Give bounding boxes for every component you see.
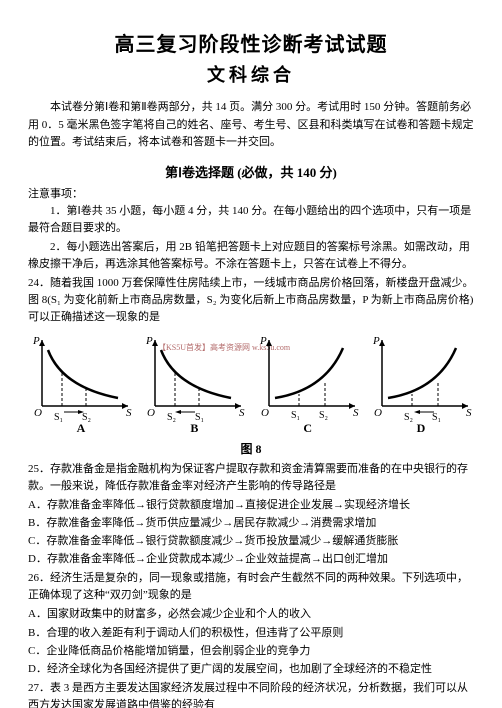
q25-option-d: D．存款准备金率降低→企业贷款成本减少→企业效益提高→出口创汇增加 [28, 551, 474, 568]
q25-option-c: C．存款准备金率降低→银行贷款额度减少→货币投放量减少→缓解通货膨胀 [28, 533, 474, 550]
q26-stem: 26．经济生活是复杂的，同一现象或措施，有时会产生截然不同的两种效果。下列选项中… [28, 570, 474, 604]
notice-label: 注意事项： [28, 185, 474, 201]
notice-item-2: 2．每小题选出答案后，用 2B 铅笔把答题卡上对应题目的答案标号涂黑。如需改动，… [28, 239, 474, 273]
chart-c-label: C [255, 421, 361, 436]
q25-stem: 25．存款准备金是指金融机构为保证客户提取存款和资金清算需要而准备的在中央银行的… [28, 461, 474, 495]
exam-page: 高三复习阶段性诊断考试试题 文科综合 本试卷分第Ⅰ卷和第Ⅱ卷两部分，共 14 页… [0, 0, 502, 708]
svg-text:S: S [353, 407, 359, 419]
chart-d: P S O S₂ S₁ D [368, 332, 474, 422]
chart-a-xlabel: S [126, 407, 132, 419]
page-title-line2: 文科综合 [28, 61, 474, 87]
svg-text:O: O [374, 407, 382, 419]
svg-text:P: P [145, 335, 153, 347]
svg-text:O: O [147, 407, 155, 419]
q25-option-a: A．存款准备金率降低→银行贷款额度增加→直接促进企业发展→实现经济增长 [28, 497, 474, 514]
chart-c-tick-right: S₂ [319, 410, 328, 421]
section1-title: 第Ⅰ卷选择题 (必做，共 140 分) [28, 162, 474, 181]
q24-stem: 24．随着我国 1000 万套保障性住房陆续上市，一线城市商品房价格回落，新楼盘… [28, 275, 474, 326]
chart-a-origin: O [34, 407, 42, 419]
svg-text:S: S [466, 407, 472, 419]
figure-caption: 图 8 [28, 440, 474, 457]
q26-option-b: B．合理的收入差距有利于调动人们的积极性，但违背了公平原则 [28, 625, 474, 642]
q26-option-a: A．国家财政集中的财富多，必然会减少企业和个人的收入 [28, 606, 474, 623]
intro-paragraph: 本试卷分第Ⅰ卷和第Ⅱ卷两部分，共 14 页。满分 300 分。考试用时 150 … [28, 99, 474, 152]
charts-row: 【KS5U首发】高考资源网 w.ks5u.com P S O S₁ [28, 332, 474, 422]
svg-text:P: P [259, 335, 267, 347]
chart-c: P S O S₁ S₂ C [255, 332, 361, 422]
q26-option-c: C．企业降低商品价格能增加销量，但会削弱企业的竞争力 [28, 643, 474, 660]
chart-d-label: D [368, 421, 474, 436]
q26-option-d: D．经济全球化为各国经济提供了更广阔的发展空间，也加剧了全球经济的不稳定性 [28, 661, 474, 678]
svg-text:O: O [261, 407, 269, 419]
chart-c-tick-left: S₁ [291, 410, 300, 421]
svg-text:P: P [372, 335, 380, 347]
chart-a: P S O S₁ S₂ A [28, 332, 134, 422]
page-title-line1: 高三复习阶段性诊断考试试题 [28, 28, 474, 57]
chart-b: P S O S₂ S₁ B [141, 332, 247, 422]
chart-a-ylabel: P [32, 335, 40, 347]
notice-item-1: 1．第Ⅰ卷共 35 小题，每小题 4 分，共 140 分。在每小题给出的四个选项… [28, 203, 474, 237]
q25-option-b: B．存款准备金率降低→货币供应量减少→居民存款减少→消费需求增加 [28, 515, 474, 532]
chart-b-label: B [141, 421, 247, 436]
q27-stem: 27．表 3 是西方主要发达国家经济发展过程中不同阶段的经济状况，分析数据，我们… [28, 680, 474, 708]
chart-a-label: A [28, 421, 134, 436]
svg-text:S: S [239, 407, 245, 419]
